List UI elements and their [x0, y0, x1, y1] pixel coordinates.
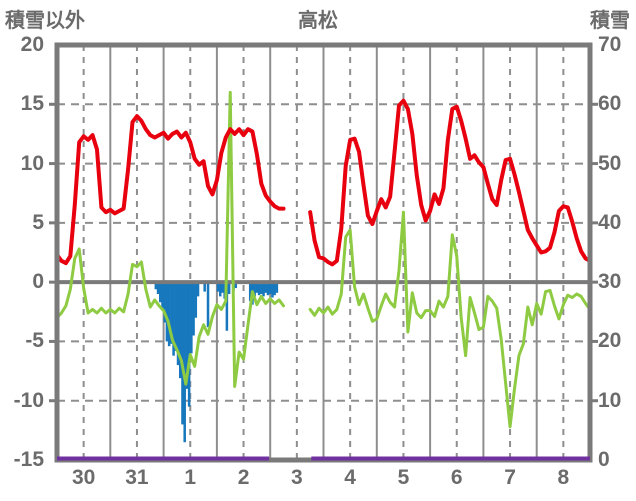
- precip-bar: [183, 282, 186, 443]
- precip-bar: [268, 282, 272, 294]
- y-left-tick-label: 20: [20, 33, 44, 56]
- precip-bar: [187, 282, 191, 407]
- precip-bar: [273, 282, 276, 296]
- chart-title: 高松: [298, 10, 338, 32]
- green-line: [308, 210, 592, 429]
- precip-bar: [194, 282, 198, 318]
- x-day-tick-label: 4: [344, 466, 356, 489]
- precip-bar: [257, 282, 261, 296]
- precip-bar: [227, 282, 231, 294]
- precip-bar: [266, 282, 270, 296]
- precip-bar: [156, 282, 160, 294]
- y-left-tick-label: -10: [13, 388, 44, 412]
- precip-bar: [172, 282, 175, 356]
- green-line: [55, 90, 286, 388]
- y-left-tick-label: -15: [13, 448, 44, 471]
- precip-bar: [225, 282, 229, 331]
- precip-bar: [192, 282, 195, 336]
- y-left-tick-label: 0: [32, 270, 44, 294]
- precip-bar: [203, 282, 206, 292]
- red-line: [55, 114, 286, 266]
- precip-bar: [234, 282, 238, 289]
- y-right-tick-label: 40: [598, 210, 622, 234]
- x-day-tick-label: 31: [125, 466, 149, 489]
- x-day-tick-label: 2: [237, 466, 250, 489]
- y-right-tick-label: 50: [598, 151, 622, 175]
- y-right-tick-label: 60: [598, 92, 622, 116]
- precip-bar: [174, 282, 178, 351]
- precip-bar: [165, 282, 169, 342]
- y-right-tick-label: 10: [598, 388, 622, 412]
- precip-bar: [161, 282, 164, 311]
- precip-bar: [221, 282, 224, 293]
- precip-bar: [196, 282, 200, 297]
- precip-bar: [206, 282, 210, 328]
- precip-bar: [216, 282, 220, 292]
- x-day-tick-label: 8: [557, 466, 570, 489]
- x-day-tick-label: 3: [291, 466, 303, 489]
- precip-bar: [154, 282, 158, 290]
- precip-bar: [181, 282, 184, 425]
- y-left-tick-label: 10: [20, 151, 44, 175]
- x-day-tick-label: 30: [71, 466, 96, 489]
- y-right-tick-label: 30: [598, 270, 622, 294]
- x-day-tick-label: 7: [504, 466, 516, 489]
- precip-bar: [248, 282, 252, 302]
- precip-bar: [176, 282, 180, 366]
- precip-bar: [264, 282, 268, 293]
- precip-bar: [170, 282, 173, 344]
- y-left-tick-label: -5: [25, 329, 44, 353]
- red-line: [308, 98, 592, 267]
- y-left-tick-label: 15: [20, 92, 44, 116]
- precip-bar: [163, 282, 166, 323]
- x-day-tick-label: 1: [184, 466, 197, 489]
- left-axis-title: 積雪以外: [5, 10, 85, 32]
- precip-bar: [190, 282, 193, 354]
- y-right-tick-label: 0: [598, 448, 610, 471]
- x-day-tick-label: 5: [397, 466, 410, 489]
- precip-bar: [159, 282, 162, 303]
- precip-bar: [178, 282, 182, 379]
- precip-bar: [271, 282, 274, 298]
- y-left-tick-label: 5: [32, 210, 44, 234]
- x-day-tick-label: 6: [450, 466, 463, 489]
- precip-bar: [185, 282, 189, 389]
- precip-bar: [167, 282, 171, 347]
- y-right-tick-label: 20: [598, 329, 622, 353]
- precip-bar: [260, 282, 263, 294]
- precip-bar: [255, 282, 259, 293]
- precip-bar: [262, 282, 265, 297]
- precip-bar: [253, 282, 256, 297]
- right-axis-title: 積雪: [590, 10, 630, 32]
- precip-bar: [275, 282, 279, 293]
- y-right-tick-label: 70: [598, 33, 622, 56]
- precip-bar: [218, 282, 222, 297]
